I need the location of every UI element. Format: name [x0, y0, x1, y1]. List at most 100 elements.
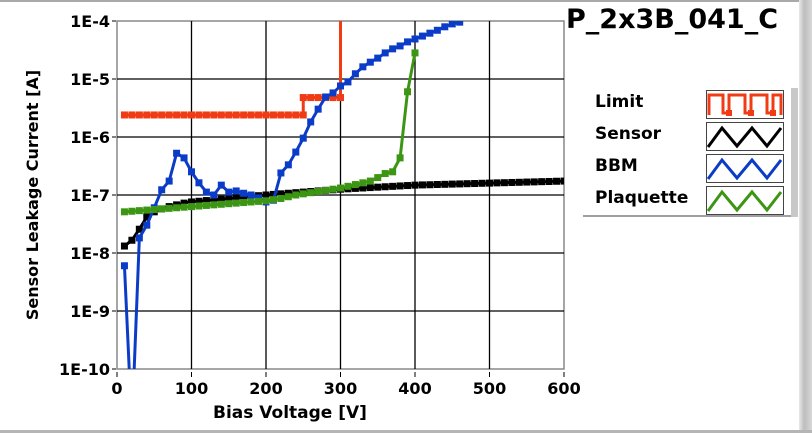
data-point-sensor [404, 182, 412, 190]
data-point-bbm [240, 189, 248, 197]
data-point-plaquette [188, 203, 195, 211]
data-point-plaquette [381, 170, 389, 178]
data-point-bbm [284, 161, 292, 169]
data-point-bbm [225, 188, 233, 196]
data-point-sensor [135, 225, 143, 233]
series-plaquette [120, 49, 419, 216]
data-point-limit [329, 94, 337, 102]
data-point-bbm [366, 58, 374, 66]
legend-label: Plaquette [595, 188, 689, 208]
data-point-limit [255, 111, 263, 119]
series-line-bbm [122, 21, 461, 369]
data-point-bbm [165, 177, 173, 185]
data-point-plaquette [202, 201, 210, 209]
data-point-bbm [418, 32, 426, 40]
data-point-bbm [396, 42, 404, 50]
data-point-limit [299, 111, 307, 119]
legend-item-plaquette[interactable]: Plaquette [583, 185, 791, 215]
data-point-sensor [389, 182, 397, 190]
data-point-plaquette [135, 207, 143, 215]
series-limit [120, 21, 344, 119]
data-point-plaquette [314, 188, 322, 196]
data-point-sensor [262, 191, 270, 199]
data-point-sensor [217, 195, 225, 203]
plot-title: P_2x3B_041_C [566, 4, 779, 35]
data-point-sensor [143, 213, 151, 221]
data-point-bbm [411, 35, 419, 43]
data-point-limit [232, 111, 240, 119]
y-tick-label: 1E-5 [70, 70, 110, 89]
legend-label: Limit [595, 92, 644, 112]
data-point-sensor [210, 196, 218, 204]
data-point-limit [217, 111, 225, 119]
y-tick-label: 1E-4 [70, 12, 110, 31]
legend-item-bbm[interactable]: BBM [583, 153, 791, 183]
data-point-bbm [322, 93, 330, 101]
data-point-bbm [441, 23, 449, 31]
data-point-limit [262, 111, 270, 119]
data-point-plaquette [173, 204, 181, 212]
data-point-sensor [553, 177, 561, 185]
y-tick-label: 1E-6 [70, 128, 110, 147]
data-point-limit [143, 111, 151, 119]
data-point-sensor [471, 180, 479, 188]
plaquette-swatch-icon [706, 186, 784, 215]
data-point-plaquette [262, 197, 270, 205]
data-point-bbm [158, 186, 166, 194]
data-point-bbm [337, 82, 344, 90]
data-point-sensor [456, 180, 464, 188]
data-point-sensor [225, 194, 233, 202]
data-point-limit [165, 111, 173, 119]
data-point-sensor [359, 184, 367, 192]
data-point-plaquette [120, 208, 128, 216]
data-point-limit [202, 111, 210, 119]
legend-item-sensor[interactable]: Sensor [583, 121, 791, 151]
data-point-plaquette [344, 182, 352, 190]
data-point-plaquette [374, 174, 382, 182]
data-point-bbm [188, 168, 195, 176]
data-point-bbm [292, 148, 300, 156]
y-tick-label: 1E-7 [70, 186, 110, 205]
data-point-sensor [418, 181, 426, 189]
data-point-sensor [463, 180, 471, 188]
data-point-sensor [493, 179, 501, 187]
leakage-current-chart: 0 100 200 300 400 500 600 1E-4 1E-5 1E-6 1E-7 1E-8 1… [23, 12, 581, 423]
data-point-limit [277, 111, 285, 119]
data-point-plaquette [210, 201, 218, 209]
data-point-sensor [396, 182, 404, 190]
data-point-sensor [381, 183, 389, 191]
data-point-plaquette [307, 189, 315, 197]
bbm-swatch-icon [706, 154, 784, 183]
data-point-limit [173, 111, 181, 119]
data-point-bbm [143, 221, 151, 229]
legend-item-limit[interactable]: Limit [583, 89, 791, 119]
data-point-plaquette [329, 185, 337, 193]
sensor-swatch-icon [706, 122, 784, 151]
data-point-plaquette [396, 154, 404, 162]
data-point-limit [128, 111, 136, 119]
data-point-plaquette [150, 206, 158, 213]
legend-scrollbar[interactable] [791, 88, 798, 217]
legend-label: BBM [595, 156, 638, 176]
data-point-limit [307, 94, 315, 102]
data-point-plaquette [158, 205, 166, 213]
data-point-limit [225, 111, 233, 119]
data-point-plaquette [404, 88, 412, 96]
data-point-sensor [232, 194, 240, 202]
data-point-limit [210, 111, 218, 119]
data-point-sensor [441, 180, 449, 188]
x-tick-label: 500 [473, 379, 506, 398]
data-point-plaquette [255, 197, 263, 205]
data-point-sensor [560, 177, 564, 185]
x-tick-label: 0 [111, 379, 122, 398]
data-point-sensor [448, 180, 456, 188]
data-point-plaquette [292, 191, 300, 199]
y-tick-label: 1E-10 [59, 360, 110, 379]
data-point-sensor [530, 178, 538, 186]
data-point-bbm [381, 49, 389, 57]
data-point-limit [247, 111, 255, 119]
legend: Limit Sensor BBM Plaquette [583, 88, 791, 217]
data-point-bbm [351, 70, 359, 78]
data-point-bbm [232, 187, 240, 195]
data-point-sensor [202, 197, 210, 205]
